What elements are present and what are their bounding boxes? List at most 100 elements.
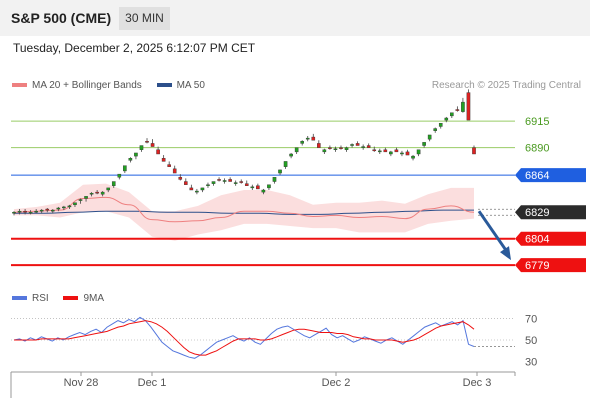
bullish-candle [56,206,61,212]
bearish-candle [256,183,260,190]
bearish-candle [156,146,160,155]
candle-body [233,182,238,184]
bullish-candle [444,116,449,123]
bearish-candle [228,177,232,182]
chart-legend: MA 20 + Bollinger Bands MA 50 [12,80,217,92]
ma20-line [13,196,475,223]
bullish-candle [100,191,105,197]
bullish-candle [333,146,338,152]
bearish-candle [150,139,155,147]
bearish-candle [95,190,99,195]
bearish-candle [355,141,360,146]
bullish-candle [200,187,205,193]
candle-body [389,151,393,155]
candle-body [161,158,166,162]
candle-body [355,143,360,146]
bullish-candle [123,165,127,174]
candle-body [311,136,316,141]
legend-item-ma50: MA 50 [156,80,205,91]
legend-label-9ma: 9MA [83,293,105,304]
candle-body [84,196,88,199]
top-bar: S&P 500 (CME) 30 MIN [0,0,590,36]
candle-body [377,150,382,153]
bullish-candle [350,143,354,148]
timestamp: Tuesday, December 2, 2025 6:12:07 PM CET [13,41,256,55]
legend-label-ma50: MA 50 [176,80,205,91]
candle-body [189,187,194,191]
candle-body [23,210,27,213]
x-axis-tick-label: Dec 2 [322,377,351,389]
ma50-line [14,209,474,215]
candle-body [394,149,399,153]
x-axis-tick-label: Nov 28 [64,377,99,389]
bullish-candle [433,127,438,133]
bullish-candle [289,152,293,159]
bullish-candle [78,198,83,204]
bullish-candle [111,181,116,188]
candle-body [383,149,388,153]
bearish-candle [145,138,149,144]
bearish-candle [372,146,377,152]
candle-body [416,149,421,155]
resistance-level-tag [515,168,586,183]
bullish-candle [272,177,277,184]
bullish-candle [134,152,138,160]
candle-body [217,179,221,181]
bearish-candle [161,155,166,162]
bearish-candle [472,145,476,155]
candle-body [455,109,460,111]
candle-body [89,192,94,195]
bullish-candle [322,148,327,154]
bearish-candle [167,161,171,167]
candle-body [34,210,38,213]
bullish-candle [250,184,255,190]
candle-body [12,212,16,214]
candle-body [427,134,432,140]
bearish-candle [339,145,343,150]
candle-body [422,142,426,146]
x-axis-tick-label: Dec 3 [463,377,492,389]
legend-swatch-ma50 [156,83,172,88]
bollinger-band-area [14,183,474,241]
candle-body [17,210,22,213]
bearish-candle [178,174,183,181]
legend-item-9ma: 9MA [63,293,104,304]
bullish-candle [139,145,144,152]
candle-body [178,177,183,180]
bearish-candle [311,133,316,141]
candle-body [305,137,310,140]
forecast-arrow-head [500,246,511,261]
timeframe-button[interactable]: 30 MIN [119,7,170,30]
bullish-candle [305,136,310,142]
candle-body [211,181,216,184]
bullish-candle [84,196,88,202]
candle-body [184,181,188,185]
legend-label-rsi: RSI [32,293,49,304]
bullish-candle [39,209,44,214]
candle-body [250,186,255,189]
bearish-candle [383,147,388,153]
candle-body [228,179,232,182]
bullish-candle [128,157,133,163]
bearish-candle [239,179,244,184]
rsi-line [13,316,475,359]
support-level-label: 6779 [525,260,549,272]
legend-swatch-rsi [12,296,27,301]
candle-body [278,169,282,174]
legend-item-rsi: RSI [12,293,49,304]
candle-body [256,185,260,190]
candle-body [350,144,354,146]
bullish-candle [300,140,304,146]
candle-body [400,152,404,155]
target-level-label: 6890 [525,143,549,155]
candle-body [100,191,105,195]
candle-body [317,143,321,148]
candle-body [150,143,155,147]
candle-body [106,187,111,191]
candle-body [50,209,55,212]
candle-body [45,208,50,211]
bearish-candle [189,184,194,191]
candle-body [78,199,83,201]
candle-body [222,180,227,182]
